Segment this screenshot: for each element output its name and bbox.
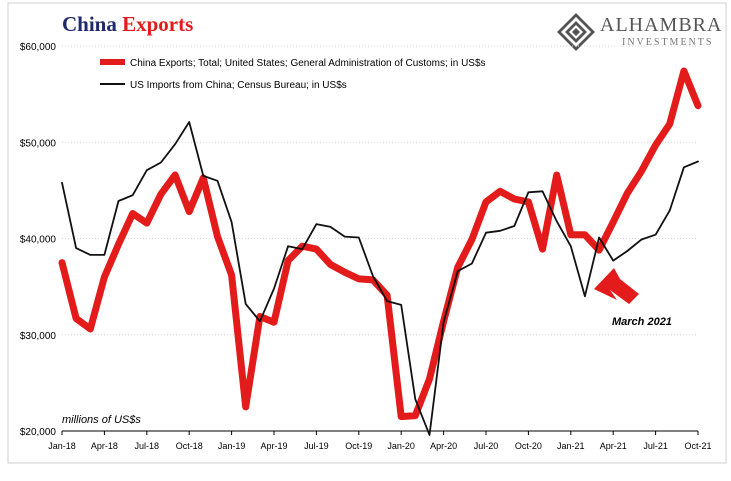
x-tick-label: Jan-19	[218, 441, 246, 451]
annotation-arrow-icon	[594, 268, 639, 304]
chart-title-part2: Exports	[122, 12, 194, 36]
x-tick-label: Jan-21	[557, 441, 585, 451]
x-tick-label: Apr-19	[260, 441, 287, 451]
x-tick-label: Jan-18	[48, 441, 76, 451]
x-tick-label: Oct-19	[345, 441, 372, 451]
y-tick-label: $60,000	[20, 42, 57, 53]
series-lines	[58, 67, 702, 436]
brand-subtitle: INVESTMENTS	[622, 37, 714, 48]
legend-label-us-imports: US Imports from China; Census Bureau; in…	[130, 80, 347, 91]
x-tick-label: Jul-21	[643, 441, 668, 451]
series-us-imports-line	[61, 121, 699, 436]
y-axis-ticks: $20,000 $30,000 $40,000 $50,000 $60,000	[20, 42, 57, 438]
brand-logo-block: ALHAMBRA INVESTMENTS	[556, 12, 726, 52]
chart-title-part1: China	[62, 12, 117, 36]
x-tick-label: Jul-19	[304, 441, 329, 451]
x-tick-label: Oct-21	[684, 441, 711, 451]
y-tick-label: $40,000	[20, 235, 57, 246]
units-label: millions of US$s	[62, 414, 141, 426]
grid-lines	[62, 45, 698, 336]
chart-frame	[7, 2, 727, 464]
alhambra-diamond-icon	[557, 13, 595, 51]
x-tick-label: Jan-20	[387, 441, 415, 451]
x-tick-label: Oct-20	[515, 441, 542, 451]
legend-label-china-exports: China Exports; Total; United States; Gen…	[130, 58, 486, 69]
y-tick-label: $30,000	[20, 331, 57, 342]
x-tick-label: Jul-18	[135, 441, 160, 451]
x-tick-label: Jul-20	[474, 441, 499, 451]
x-tick-label: Apr-21	[600, 441, 627, 451]
annotation-label: March 2021	[612, 316, 672, 328]
annotation: March 2021	[594, 268, 672, 328]
legend: China Exports; Total; United States; Gen…	[100, 58, 486, 91]
x-tick-label: Apr-18	[91, 441, 118, 451]
y-tick-label: $20,000	[20, 427, 57, 438]
chart-title: China Exports	[62, 12, 193, 37]
x-tick-label: Apr-20	[430, 441, 457, 451]
x-tick-label: Oct-18	[176, 441, 203, 451]
brand-name: ALHAMBRA	[600, 14, 723, 36]
y-tick-label: $50,000	[20, 138, 57, 149]
x-axis-ticks: Jan-18 Apr-18 Jul-18 Oct-18 Jan-19 Apr-19 Jul-…	[48, 431, 712, 451]
